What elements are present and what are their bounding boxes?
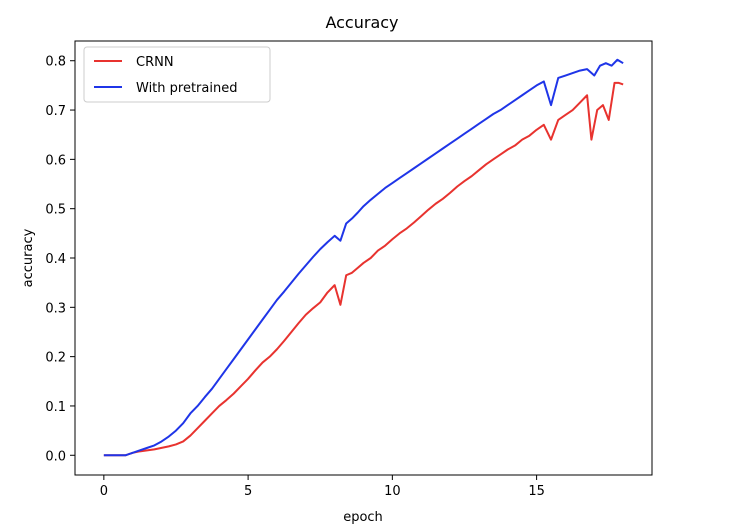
y-tick-label: 0.8 [45,55,66,70]
series-layer [103,58,624,457]
series-line-crnn [103,81,624,457]
legend-label-crnn: CRNN [136,55,174,70]
x-tick-label: 10 [384,484,401,499]
y-tick-label: 0.0 [45,449,66,464]
y-tick-label: 0.2 [45,351,66,366]
chart-title: Accuracy [325,13,398,32]
x-tick-label: 0 [100,484,108,499]
legend: CRNN With pretrained [83,46,271,103]
x-axis-ticks: 0 5 10 15 [100,475,545,499]
legend-box [83,46,271,103]
x-axis-label: epoch [343,510,383,525]
y-tick-label: 0.3 [45,301,66,316]
series-line-with-pretrained [103,58,624,457]
x-tick-label: 5 [244,484,252,499]
legend-label-with-pretrained: With pretrained [136,81,237,96]
y-tick-label: 0.4 [45,252,66,267]
y-tick-label: 0.1 [45,400,66,415]
y-tick-label: 0.7 [45,104,66,119]
y-axis-ticks: 0.0 0.1 0.2 0.3 0.4 0.5 0.6 0.7 0.8 [45,55,75,464]
x-tick-label: 15 [528,484,545,499]
y-tick-label: 0.6 [45,153,66,168]
y-tick-label: 0.5 [45,203,66,218]
y-axis-label: accuracy [21,228,36,287]
